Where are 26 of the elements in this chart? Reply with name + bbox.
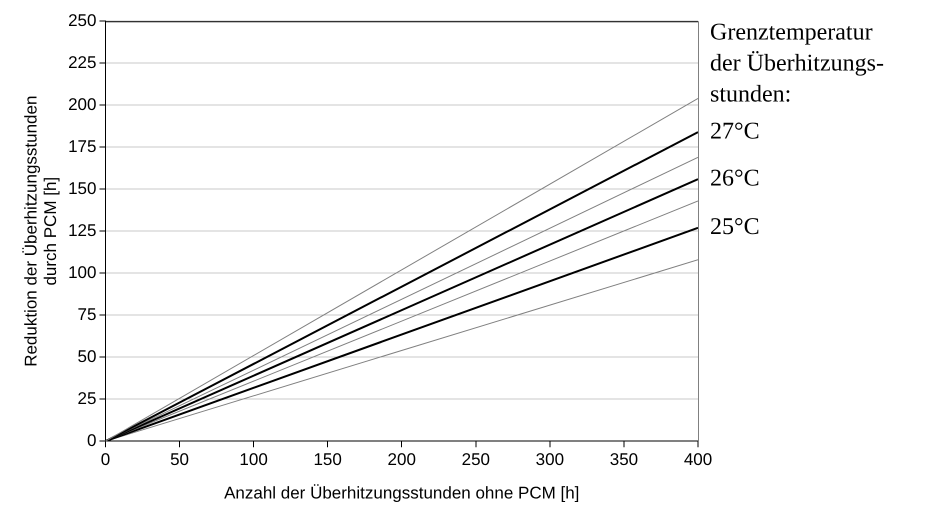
legend-title: Grenztemperatur der Überhitzungs- stunden: <box>710 19 884 108</box>
series-label: 25°C <box>710 214 760 240</box>
y-axis-title: Reduktion der Überhitzungsstunden durch PCM [h] <box>21 96 60 367</box>
y-tick-label: 250 <box>68 10 96 30</box>
x-tick-label: 200 <box>388 450 416 470</box>
y-tick-label: 0 <box>86 430 96 450</box>
y-tick-label: 25 <box>78 388 96 408</box>
y-tick-label: 150 <box>68 178 96 198</box>
y-tick-label: 225 <box>68 52 96 72</box>
y-tick-label: 175 <box>68 136 96 156</box>
x-tick-label: 50 <box>170 450 189 470</box>
y-tick-label: 125 <box>68 220 96 240</box>
y-tick-label: 50 <box>78 346 96 366</box>
x-tick-label: 300 <box>536 450 564 470</box>
x-tick-label: 150 <box>313 450 342 470</box>
x-tick-label: 400 <box>684 450 712 470</box>
x-tick-label: 250 <box>462 450 490 470</box>
y-tick-label: 100 <box>68 262 96 282</box>
x-tick-label: 0 <box>100 450 110 470</box>
series-label: 26°C <box>710 165 760 192</box>
y-tick-label: 200 <box>68 94 96 114</box>
x-axis-title: Anzahl der Überhitzungsstunden ohne PCM [h] <box>224 483 580 502</box>
x-tick-label: 350 <box>610 450 638 470</box>
series-label: 27°C <box>710 118 760 144</box>
x-tick-label: 100 <box>239 450 268 470</box>
y-tick-label: 75 <box>78 304 96 324</box>
